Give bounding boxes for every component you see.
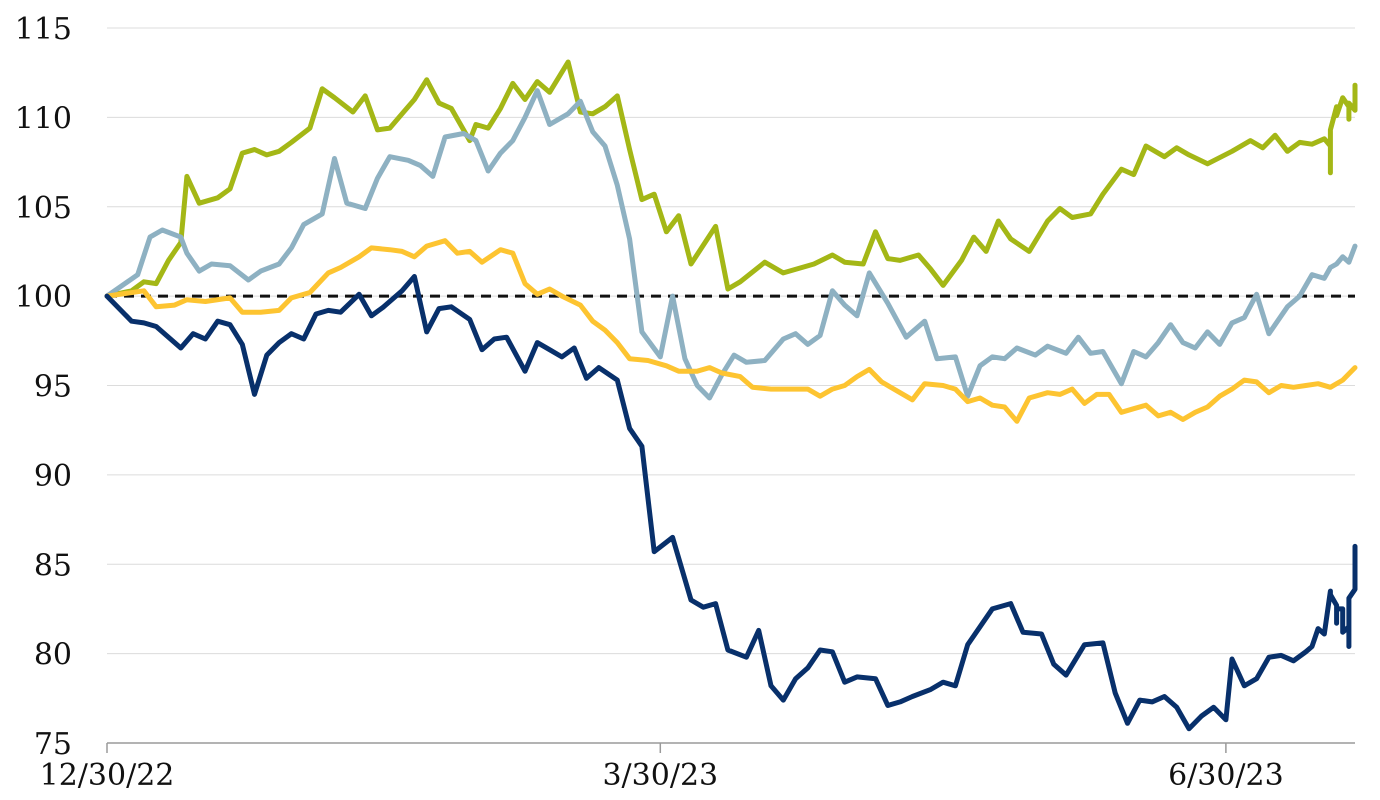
series-line-1 [104, 59, 1358, 299]
axes [106, 742, 1355, 753]
x-tick-label: 6/30/23 [1168, 758, 1284, 793]
y-tick-label: 90 [34, 459, 72, 494]
series-line-2 [104, 88, 1358, 401]
y-tick-label: 75 [34, 727, 72, 762]
x-tick-label: 12/30/22 [40, 758, 175, 793]
y-tick-label: 95 [34, 370, 72, 405]
tick-labels: 75 80 85 90 95 100 105 110 115 12/30/22 3/30/23 6/3… [15, 12, 1284, 793]
gridlines [107, 27, 1355, 655]
y-tick-label: 115 [15, 12, 72, 47]
y-tick-label: 100 [15, 280, 72, 315]
x-tick-label: 3/30/23 [602, 758, 718, 793]
series-line-4 [104, 274, 1358, 732]
y-tick-label: 85 [34, 548, 72, 583]
y-tick-label: 110 [15, 101, 72, 136]
y-tick-label: 80 [34, 638, 72, 673]
series-lines [104, 59, 1358, 732]
series-line-3 [104, 238, 1358, 424]
y-tick-label: 105 [15, 191, 72, 226]
